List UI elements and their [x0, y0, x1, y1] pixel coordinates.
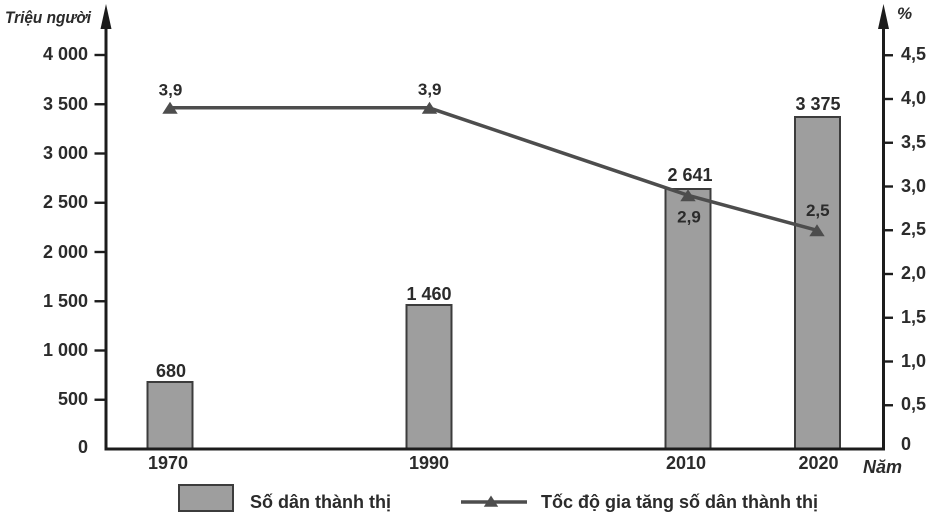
svg-text:1,5: 1,5 [901, 307, 926, 327]
svg-text:0: 0 [78, 437, 88, 457]
svg-text:Số dân thành thị: Số dân thành thị [250, 492, 391, 512]
svg-text:3,0: 3,0 [901, 176, 926, 196]
svg-text:Tốc độ gia tăng số dân thành t: Tốc độ gia tăng số dân thành thị [541, 492, 818, 512]
svg-text:2,0: 2,0 [901, 263, 926, 283]
svg-text:3,5: 3,5 [901, 132, 926, 152]
svg-text:680: 680 [156, 361, 186, 381]
svg-text:0,5: 0,5 [901, 394, 926, 414]
svg-text:2,5: 2,5 [806, 201, 830, 220]
svg-text:1970: 1970 [148, 453, 188, 473]
svg-text:0: 0 [901, 434, 911, 454]
svg-text:3 500: 3 500 [43, 94, 88, 114]
svg-text:1990: 1990 [409, 453, 449, 473]
svg-text:1 500: 1 500 [43, 291, 88, 311]
svg-text:500: 500 [58, 389, 88, 409]
svg-text:1 000: 1 000 [43, 340, 88, 360]
svg-text:4,5: 4,5 [901, 44, 926, 64]
svg-text:2 000: 2 000 [43, 242, 88, 262]
svg-text:3,9: 3,9 [159, 81, 183, 100]
svg-text:3 375: 3 375 [795, 94, 840, 114]
svg-text:3,9: 3,9 [418, 80, 442, 99]
svg-text:3 000: 3 000 [43, 143, 88, 163]
svg-text:2,9: 2,9 [677, 208, 701, 227]
svg-text:Triệu người: Triệu người [5, 8, 92, 27]
svg-text:4 000: 4 000 [43, 44, 88, 64]
svg-text:1,0: 1,0 [901, 351, 926, 371]
svg-text:2 500: 2 500 [43, 192, 88, 212]
svg-text:2 641: 2 641 [667, 165, 712, 185]
svg-text:4,0: 4,0 [901, 88, 926, 108]
svg-text:%: % [897, 4, 912, 23]
svg-text:Năm: Năm [863, 457, 902, 477]
svg-text:2,5: 2,5 [901, 219, 926, 239]
svg-text:1 460: 1 460 [406, 284, 451, 304]
svg-text:2010: 2010 [666, 453, 706, 473]
svg-text:2020: 2020 [798, 453, 838, 473]
